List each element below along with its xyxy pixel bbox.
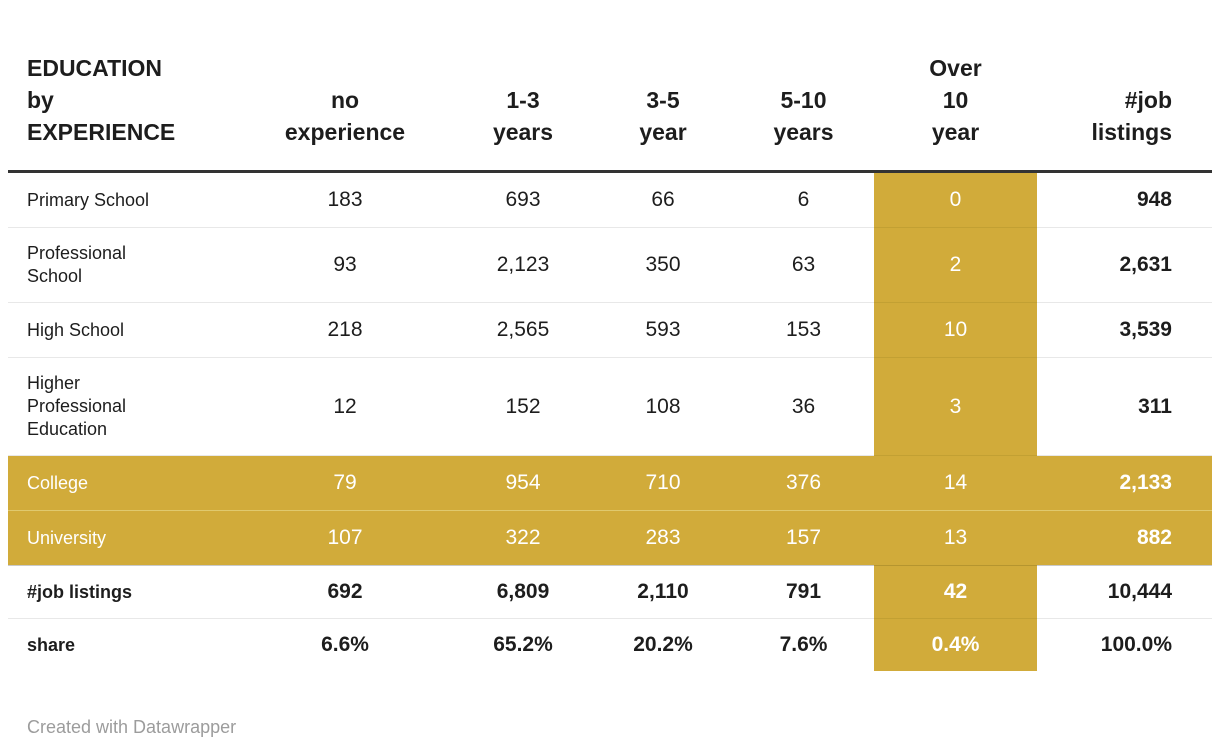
column-header-3-5-year: 3-5 year [593, 22, 733, 173]
cell: 152 [453, 357, 593, 456]
cell: 20.2% [593, 618, 733, 671]
cell: 153 [733, 302, 874, 358]
table-summary: #job listings 692 6,809 2,110 791 42 10,444 sha… [8, 565, 1212, 671]
table-row: Professional School 93 2,123 350 63 2 2,631 [8, 227, 1212, 303]
attribution-link[interactable]: Created with Datawrapper [27, 717, 237, 737]
cell: 2,123 [453, 227, 593, 303]
table-body: Primary School 183 693 66 6 0 948 Professional … [8, 171, 1212, 566]
cell-over-10-year: 10 [874, 302, 1037, 358]
cell-over-10-year: 3 [874, 357, 1037, 456]
cell: 36 [733, 357, 874, 456]
header-row: EDUCATION by EXPERIENCE no experience 1-… [8, 22, 1212, 173]
table-title: EDUCATION by EXPERIENCE [8, 22, 237, 173]
cell-over-10-year: 0 [874, 171, 1037, 228]
row-label: Higher Professional Education [8, 357, 237, 456]
cell: 66 [651, 188, 675, 211]
cell: 693 [505, 188, 541, 211]
row-label: High School [8, 302, 237, 358]
cell: 710 [593, 455, 733, 511]
education-by-experience-table: EDUCATION by EXPERIENCE no experience 1-… [8, 22, 1212, 671]
cell: 948 [1136, 188, 1172, 211]
row-label: #job listings [8, 565, 237, 619]
row-label: College [8, 455, 237, 511]
cell: 7.6% [733, 618, 874, 671]
cell-over-10-year: 42 [874, 565, 1037, 619]
cell: 107 [237, 510, 453, 566]
cell-over-10-year: 0.4% [874, 618, 1037, 671]
cell: 93 [237, 227, 453, 303]
cell: 12 [237, 357, 453, 456]
cell: 100.0% [1037, 618, 1212, 671]
cell: 65.2% [453, 618, 593, 671]
summary-row: share 6.6% 65.2% 20.2% 7.6% 0.4% 100.0% [8, 618, 1212, 671]
cell: 79 [237, 455, 453, 511]
column-header-5-10-years: 5-10 years [733, 22, 874, 173]
column-header-1-3-years: 1-3 years [453, 22, 593, 173]
column-header-job-listings: #job listings [1037, 22, 1212, 173]
column-header-no-experience: no experience [237, 22, 453, 173]
cell: 157 [733, 510, 874, 566]
cell: 218 [237, 302, 453, 358]
table-row: University 107 322 283 157 13 882 [8, 510, 1212, 566]
cell: 6 [797, 188, 810, 211]
row-label: Professional School [8, 227, 237, 303]
table-row: Higher Professional Education 12 152 108 36 3… [8, 357, 1212, 456]
table-row: Primary School 183 693 66 6 0 948 [8, 171, 1212, 228]
cell: 2,565 [453, 302, 593, 358]
cell-over-10-year: 2 [874, 227, 1037, 303]
cell: 311 [1037, 357, 1212, 456]
cell: 3,539 [1037, 302, 1212, 358]
cell: 108 [593, 357, 733, 456]
cell: 593 [593, 302, 733, 358]
row-label: share [8, 618, 237, 671]
summary-row: #job listings 692 6,809 2,110 791 42 10,444 [8, 565, 1212, 619]
cell: 6,809 [453, 565, 593, 619]
cell: 2,133 [1037, 455, 1212, 511]
row-label: Primary School [27, 189, 150, 210]
table-header: EDUCATION by EXPERIENCE no experience 1-… [8, 22, 1212, 173]
cell: 6.6% [237, 618, 453, 671]
cell-over-10-year: 13 [874, 510, 1037, 566]
column-header-over-10-year: Over 10 year [874, 22, 1037, 173]
table-row: High School 218 2,565 593 153 10 3,539 [8, 302, 1212, 358]
cell: 376 [733, 455, 874, 511]
cell: 322 [453, 510, 593, 566]
cell-over-10-year: 14 [874, 455, 1037, 511]
cell: 882 [1037, 510, 1212, 566]
table-row: College 79 954 710 376 14 2,133 [8, 455, 1212, 511]
cell: 63 [733, 227, 874, 303]
cell: 283 [593, 510, 733, 566]
cell: 350 [593, 227, 733, 303]
cell: 2,110 [593, 565, 733, 619]
cell: 183 [327, 188, 363, 211]
cell: 692 [237, 565, 453, 619]
cell: 2,631 [1037, 227, 1212, 303]
row-label: University [8, 510, 237, 566]
cell: 10,444 [1037, 565, 1212, 619]
cell: 954 [453, 455, 593, 511]
cell: 791 [733, 565, 874, 619]
